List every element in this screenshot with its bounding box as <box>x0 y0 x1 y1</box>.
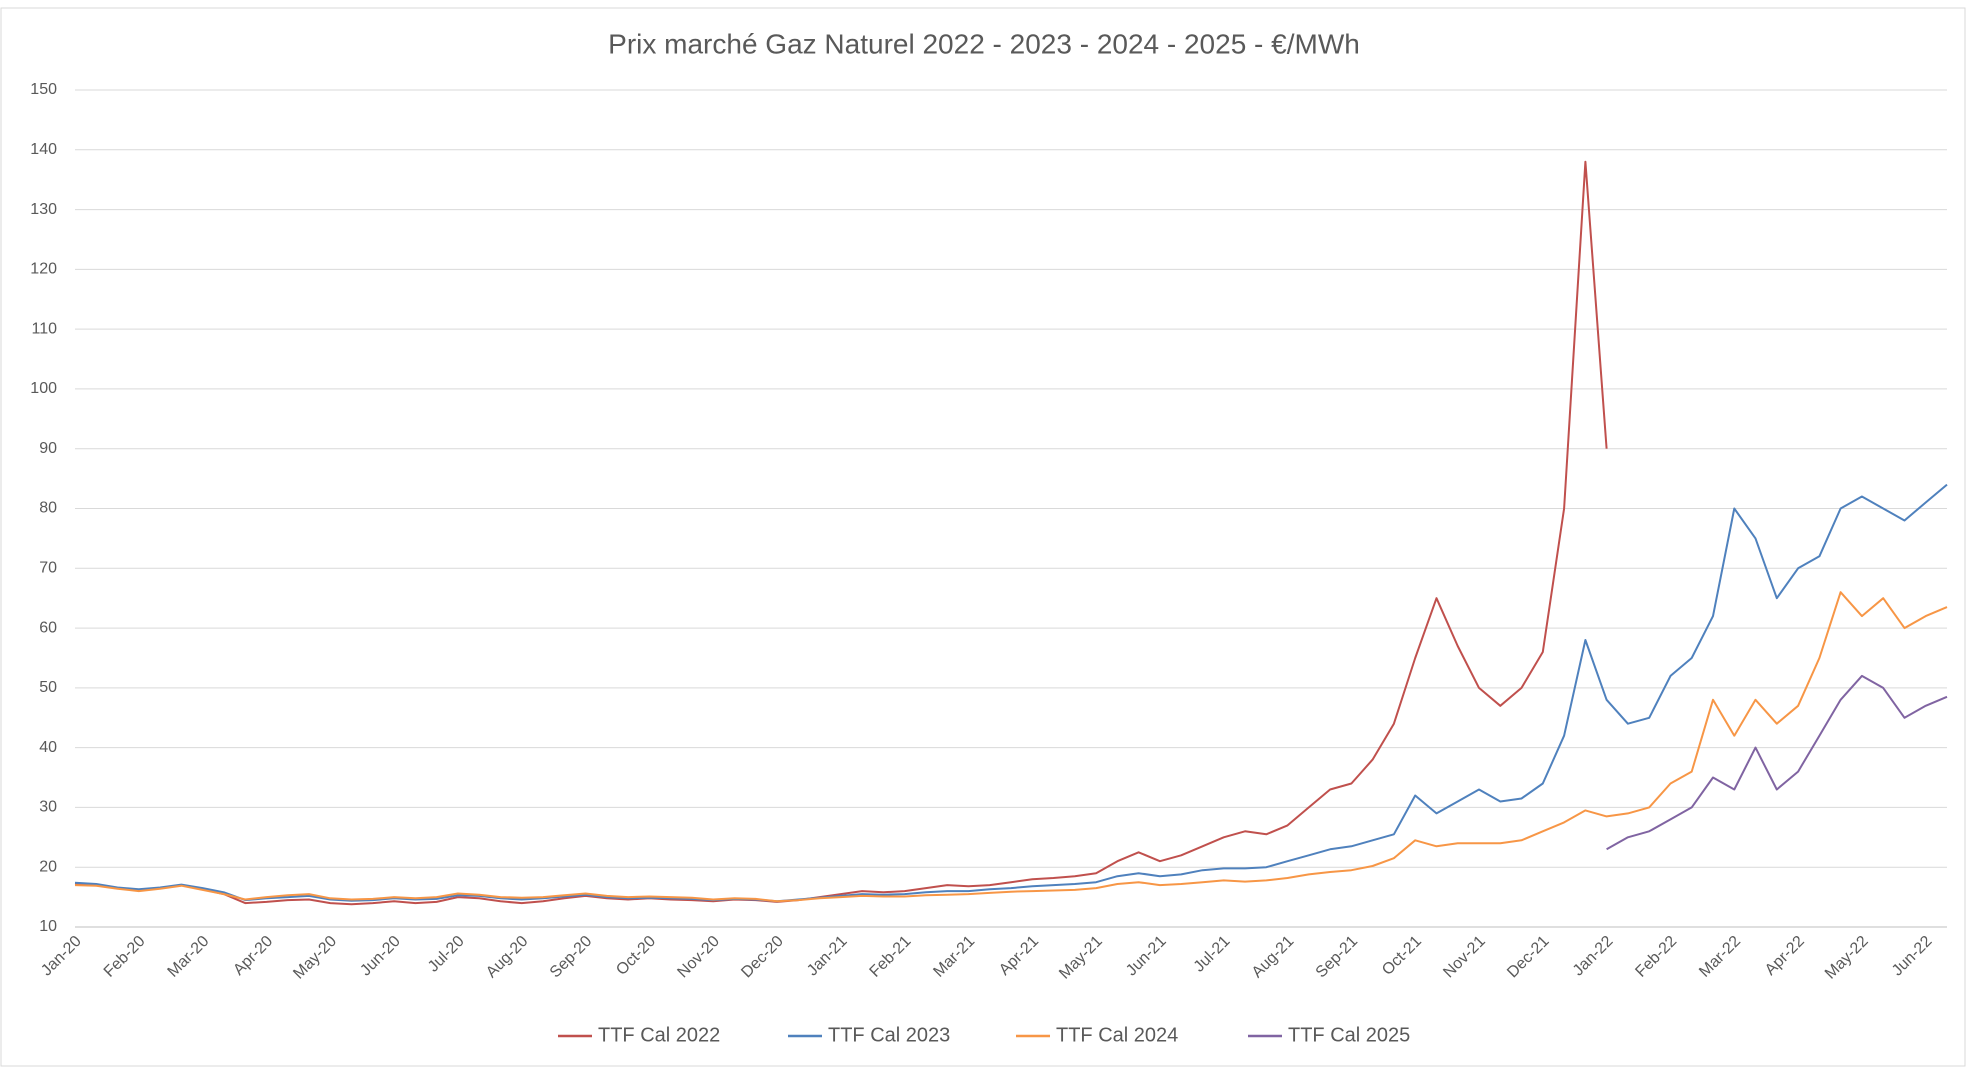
series-line <box>74 483 1948 903</box>
y-tick-label: 40 <box>39 739 57 756</box>
series-line <box>1606 674 1948 851</box>
y-tick-label: 70 <box>39 560 57 577</box>
y-tick-label: 110 <box>31 320 57 337</box>
legend-label: TTF Cal 2025 <box>1288 1024 1410 1046</box>
y-tick-label: 130 <box>30 201 57 218</box>
legend-label: TTF Cal 2023 <box>828 1024 950 1046</box>
y-tick-label: 90 <box>39 440 57 457</box>
y-tick-label: 20 <box>39 858 57 875</box>
y-tick-label: 100 <box>30 380 57 397</box>
legend-label: TTF Cal 2022 <box>598 1024 720 1046</box>
y-tick-label: 80 <box>39 500 57 517</box>
y-tick-label: 150 <box>30 81 57 98</box>
series-line <box>74 160 1608 906</box>
chart-border <box>0 7 1966 1067</box>
y-tick-label: 60 <box>39 619 57 636</box>
y-tick-label: 50 <box>39 679 57 696</box>
y-tick-label: 120 <box>30 261 57 278</box>
y-tick-label: 30 <box>39 799 57 816</box>
series-line <box>74 591 1948 903</box>
legend-label: TTF Cal 2024 <box>1056 1024 1178 1046</box>
y-tick-label: 140 <box>30 141 57 158</box>
chart-title: Prix marché Gaz Naturel 2022 - 2023 - 20… <box>608 28 1360 59</box>
y-tick-label: 10 <box>39 918 57 935</box>
